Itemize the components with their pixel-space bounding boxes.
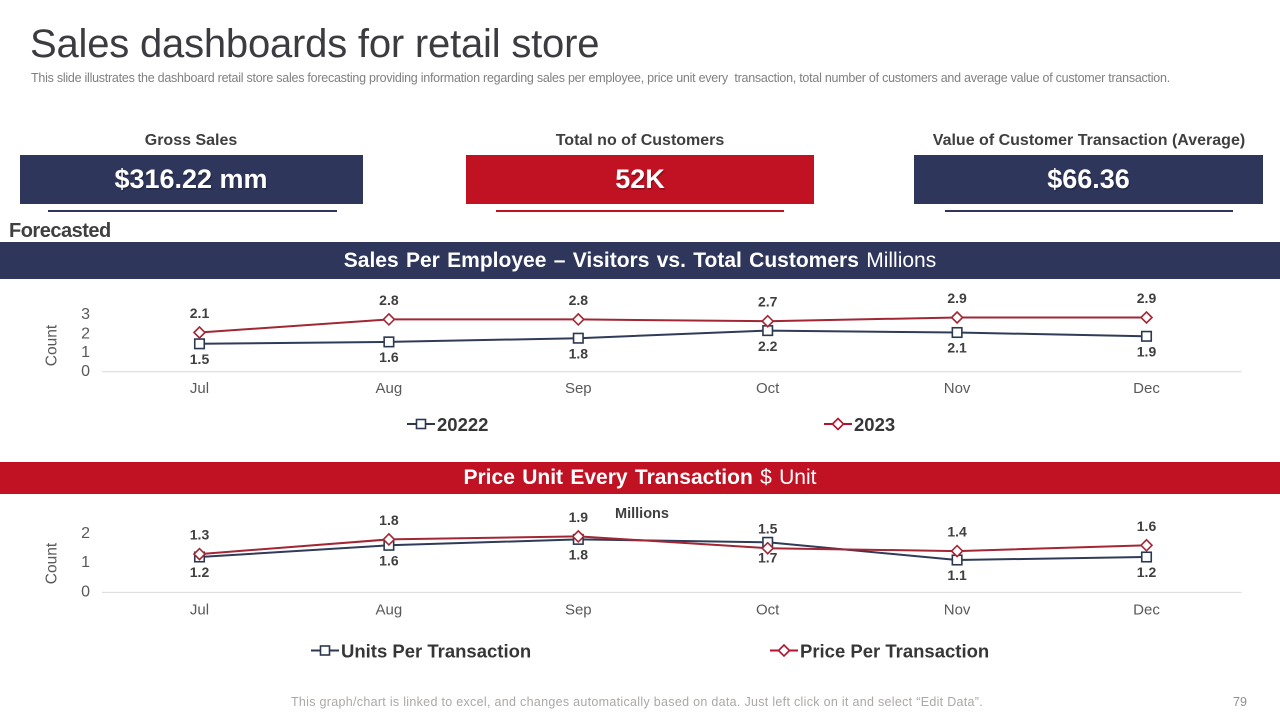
svg-text:0: 0 xyxy=(81,363,90,380)
svg-text:1.8: 1.8 xyxy=(569,345,589,361)
svg-text:2: 2 xyxy=(81,525,90,542)
svg-text:0: 0 xyxy=(81,583,90,600)
svg-text:1.1: 1.1 xyxy=(947,567,967,583)
svg-text:1.6: 1.6 xyxy=(379,349,399,365)
svg-text:Nov: Nov xyxy=(944,380,971,397)
svg-text:20222: 20222 xyxy=(437,414,488,435)
svg-text:Units Per Transaction: Units Per Transaction xyxy=(341,641,531,662)
svg-text:2.8: 2.8 xyxy=(569,292,589,308)
svg-text:Count: Count xyxy=(44,542,61,584)
svg-text:Oct: Oct xyxy=(756,380,780,397)
svg-text:1.4: 1.4 xyxy=(947,524,967,540)
svg-text:1.8: 1.8 xyxy=(379,512,399,528)
svg-text:1: 1 xyxy=(81,344,90,361)
svg-text:Millions: Millions xyxy=(615,506,669,522)
svg-text:Jul: Jul xyxy=(190,380,209,397)
svg-text:1.3: 1.3 xyxy=(190,527,210,543)
svg-text:Aug: Aug xyxy=(376,602,403,619)
svg-text:1.6: 1.6 xyxy=(379,553,399,569)
svg-text:Nov: Nov xyxy=(944,602,971,619)
svg-text:2.8: 2.8 xyxy=(379,292,399,308)
svg-text:1.8: 1.8 xyxy=(569,547,589,563)
svg-text:2.1: 2.1 xyxy=(947,340,967,356)
svg-text:2.1: 2.1 xyxy=(190,305,210,321)
svg-text:1.2: 1.2 xyxy=(190,564,210,580)
svg-text:1.9: 1.9 xyxy=(569,509,589,525)
svg-text:Count: Count xyxy=(44,324,61,366)
svg-text:1.5: 1.5 xyxy=(190,351,210,367)
svg-text:1.6: 1.6 xyxy=(1137,518,1157,534)
svg-text:2.9: 2.9 xyxy=(947,290,967,306)
svg-text:2: 2 xyxy=(81,325,90,342)
svg-text:2.2: 2.2 xyxy=(758,338,778,354)
svg-text:Oct: Oct xyxy=(756,602,780,619)
svg-text:1.5: 1.5 xyxy=(758,521,778,537)
svg-text:Aug: Aug xyxy=(376,380,403,397)
svg-text:Sep: Sep xyxy=(565,380,592,397)
svg-text:Dec: Dec xyxy=(1133,602,1160,619)
svg-text:3: 3 xyxy=(81,306,90,323)
svg-text:2023: 2023 xyxy=(854,414,895,435)
svg-text:2.7: 2.7 xyxy=(758,294,778,310)
svg-text:2.9: 2.9 xyxy=(1137,290,1157,306)
svg-text:Sep: Sep xyxy=(565,602,592,619)
svg-text:1.2: 1.2 xyxy=(1137,564,1157,580)
svg-text:1: 1 xyxy=(81,554,90,571)
svg-text:Price Per Transaction: Price Per Transaction xyxy=(800,641,989,662)
svg-text:Jul: Jul xyxy=(190,602,209,619)
svg-text:1.7: 1.7 xyxy=(758,550,778,566)
svg-text:Dec: Dec xyxy=(1133,380,1160,397)
svg-text:1.9: 1.9 xyxy=(1137,344,1157,360)
